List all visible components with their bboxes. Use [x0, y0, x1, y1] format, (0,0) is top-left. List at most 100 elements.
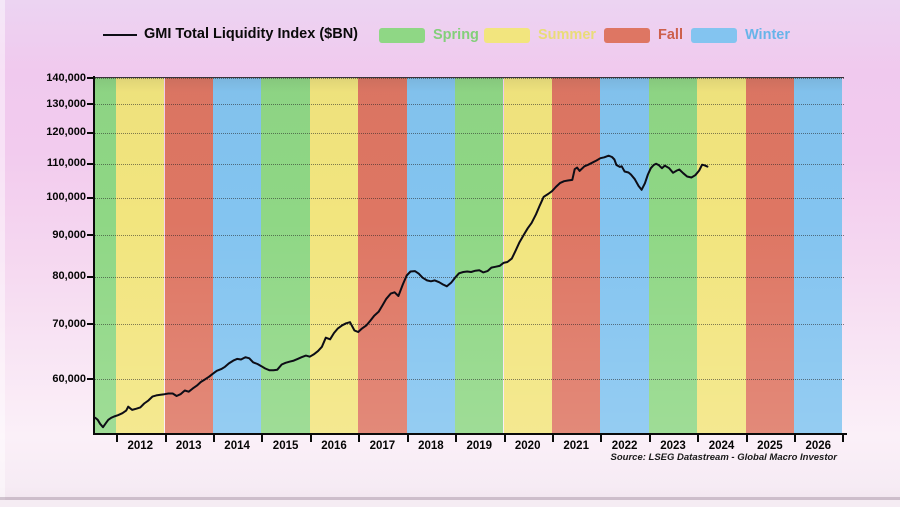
frame-left-highlight: [0, 0, 5, 507]
season-band-summer-2012: [116, 78, 165, 434]
gridline-70000: [95, 324, 844, 326]
frame-bottom-shadow: [0, 497, 900, 500]
x-tick-2015: [261, 435, 264, 442]
season-band-summer-2020: [503, 78, 552, 434]
y-label-100000: 100,000: [46, 191, 86, 203]
chart-title: GMI Total Liquidity Index ($BN): [144, 26, 359, 42]
y-tick-70000: [87, 323, 94, 326]
legend-item-fall: Fall: [604, 27, 683, 43]
frame-bottom-highlight: [0, 500, 900, 507]
x-tick-2013: [164, 435, 167, 442]
y-label-80000: 80,000: [52, 270, 86, 283]
plot-top-border: [95, 77, 844, 78]
y-label-110000: 110,000: [46, 157, 86, 170]
gridline-90000: [95, 235, 844, 236]
season-band-spring-2015: [261, 78, 310, 434]
season-band-fall-2025: [745, 78, 795, 434]
x-tick-2012: [116, 435, 119, 442]
x-label-2021: 2021: [563, 440, 589, 452]
summer-swatch: [484, 27, 530, 43]
season-band-winter-2022: [600, 78, 649, 434]
x-label-2019: 2019: [466, 440, 493, 452]
gridline-130000: [95, 104, 844, 106]
fall-swatch: [604, 27, 650, 43]
season-band-winter-2026: [794, 78, 843, 434]
x-tick-2025: [745, 435, 748, 442]
x-label-2016: 2016: [321, 440, 347, 452]
x-label-2014: 2014: [224, 440, 250, 452]
season-band-winter-2018: [406, 78, 456, 434]
x-tick-2022: [600, 435, 603, 442]
y-tick-130000: [87, 103, 94, 106]
winter-swatch: [691, 27, 737, 43]
y-tick-120000: [87, 131, 94, 134]
x-tick-2027: [842, 435, 844, 442]
x-tick-2017: [358, 435, 361, 442]
y-label-120000: 120,000: [46, 126, 86, 139]
season-bands: [95, 78, 844, 434]
season-band-spring-2011: [95, 78, 117, 434]
y-tick-110000: [87, 162, 94, 165]
x-axis-line: [93, 433, 847, 435]
plot-area: [95, 78, 844, 434]
x-tick-2016: [309, 435, 312, 442]
x-tick-2023: [648, 435, 651, 442]
gridline-60000: [95, 379, 844, 380]
source-note: Source: LSEG Datastream - Global Macro I…: [610, 452, 837, 463]
y-label-140000: 140,000: [46, 71, 86, 84]
y-tick-80000: [87, 275, 94, 278]
x-label-2017: 2017: [369, 440, 396, 452]
x-label-2018: 2018: [418, 440, 444, 452]
legend-item-summer: Summer: [484, 27, 596, 43]
legend-label-fall: Fall: [658, 27, 683, 43]
x-tick-2021: [552, 435, 554, 442]
season-band-spring-2019: [455, 78, 504, 434]
season-band-summer-2024: [697, 78, 746, 434]
x-tick-2014: [212, 435, 215, 442]
gridline-80000: [95, 276, 844, 278]
x-label-2012: 2012: [127, 440, 154, 452]
x-tick-2024: [697, 435, 700, 442]
x-label-2023: 2023: [660, 440, 686, 452]
gridlines: [95, 78, 844, 434]
liquidity-line-chart: [95, 154, 709, 429]
legend-label-spring: Spring: [433, 27, 479, 43]
legend-item-winter: Winter: [691, 27, 790, 43]
season-band-summer-2016: [309, 78, 359, 434]
gridline-100000: [95, 197, 844, 199]
y-label-90000: 90,000: [52, 228, 86, 241]
spring-swatch: [379, 27, 425, 43]
y-label-130000: 130,000: [46, 97, 86, 110]
y-label-70000: 70,000: [52, 317, 86, 330]
season-band-fall-2017: [358, 78, 407, 434]
y-tick-100000: [87, 196, 94, 199]
gridline-120000: [95, 132, 844, 134]
x-label-2022: 2022: [611, 440, 638, 452]
y-tick-90000: [87, 234, 94, 236]
season-band-winter-2014: [212, 78, 262, 434]
x-tick-2026: [794, 435, 797, 442]
series-line-sample: [103, 34, 137, 36]
x-label-2020: 2020: [514, 440, 541, 452]
x-label-2025: 2025: [757, 440, 783, 452]
season-band-fall-2013: [164, 78, 213, 434]
legend-label-summer: Summer: [538, 27, 597, 43]
x-label-2013: 2013: [175, 440, 202, 452]
liquidity-line: [95, 154, 709, 429]
x-label-2024: 2024: [708, 440, 735, 452]
y-label-60000: 60,000: [52, 372, 86, 385]
x-label-2015: 2015: [272, 440, 299, 452]
legend-label-winter: Winter: [745, 27, 790, 43]
y-tick-60000: [87, 378, 94, 380]
x-label-2026: 2026: [805, 440, 832, 452]
season-band-spring-2023: [648, 78, 698, 434]
x-tick-2020: [503, 435, 506, 442]
x-tick-2018: [406, 435, 409, 442]
gridline-110000: [95, 163, 844, 165]
gridline-140000: [95, 78, 844, 79]
y-tick-140000: [87, 77, 94, 79]
x-tick-2019: [455, 435, 458, 442]
season-band-fall-2021: [552, 78, 601, 434]
y-axis-line: [93, 76, 95, 435]
